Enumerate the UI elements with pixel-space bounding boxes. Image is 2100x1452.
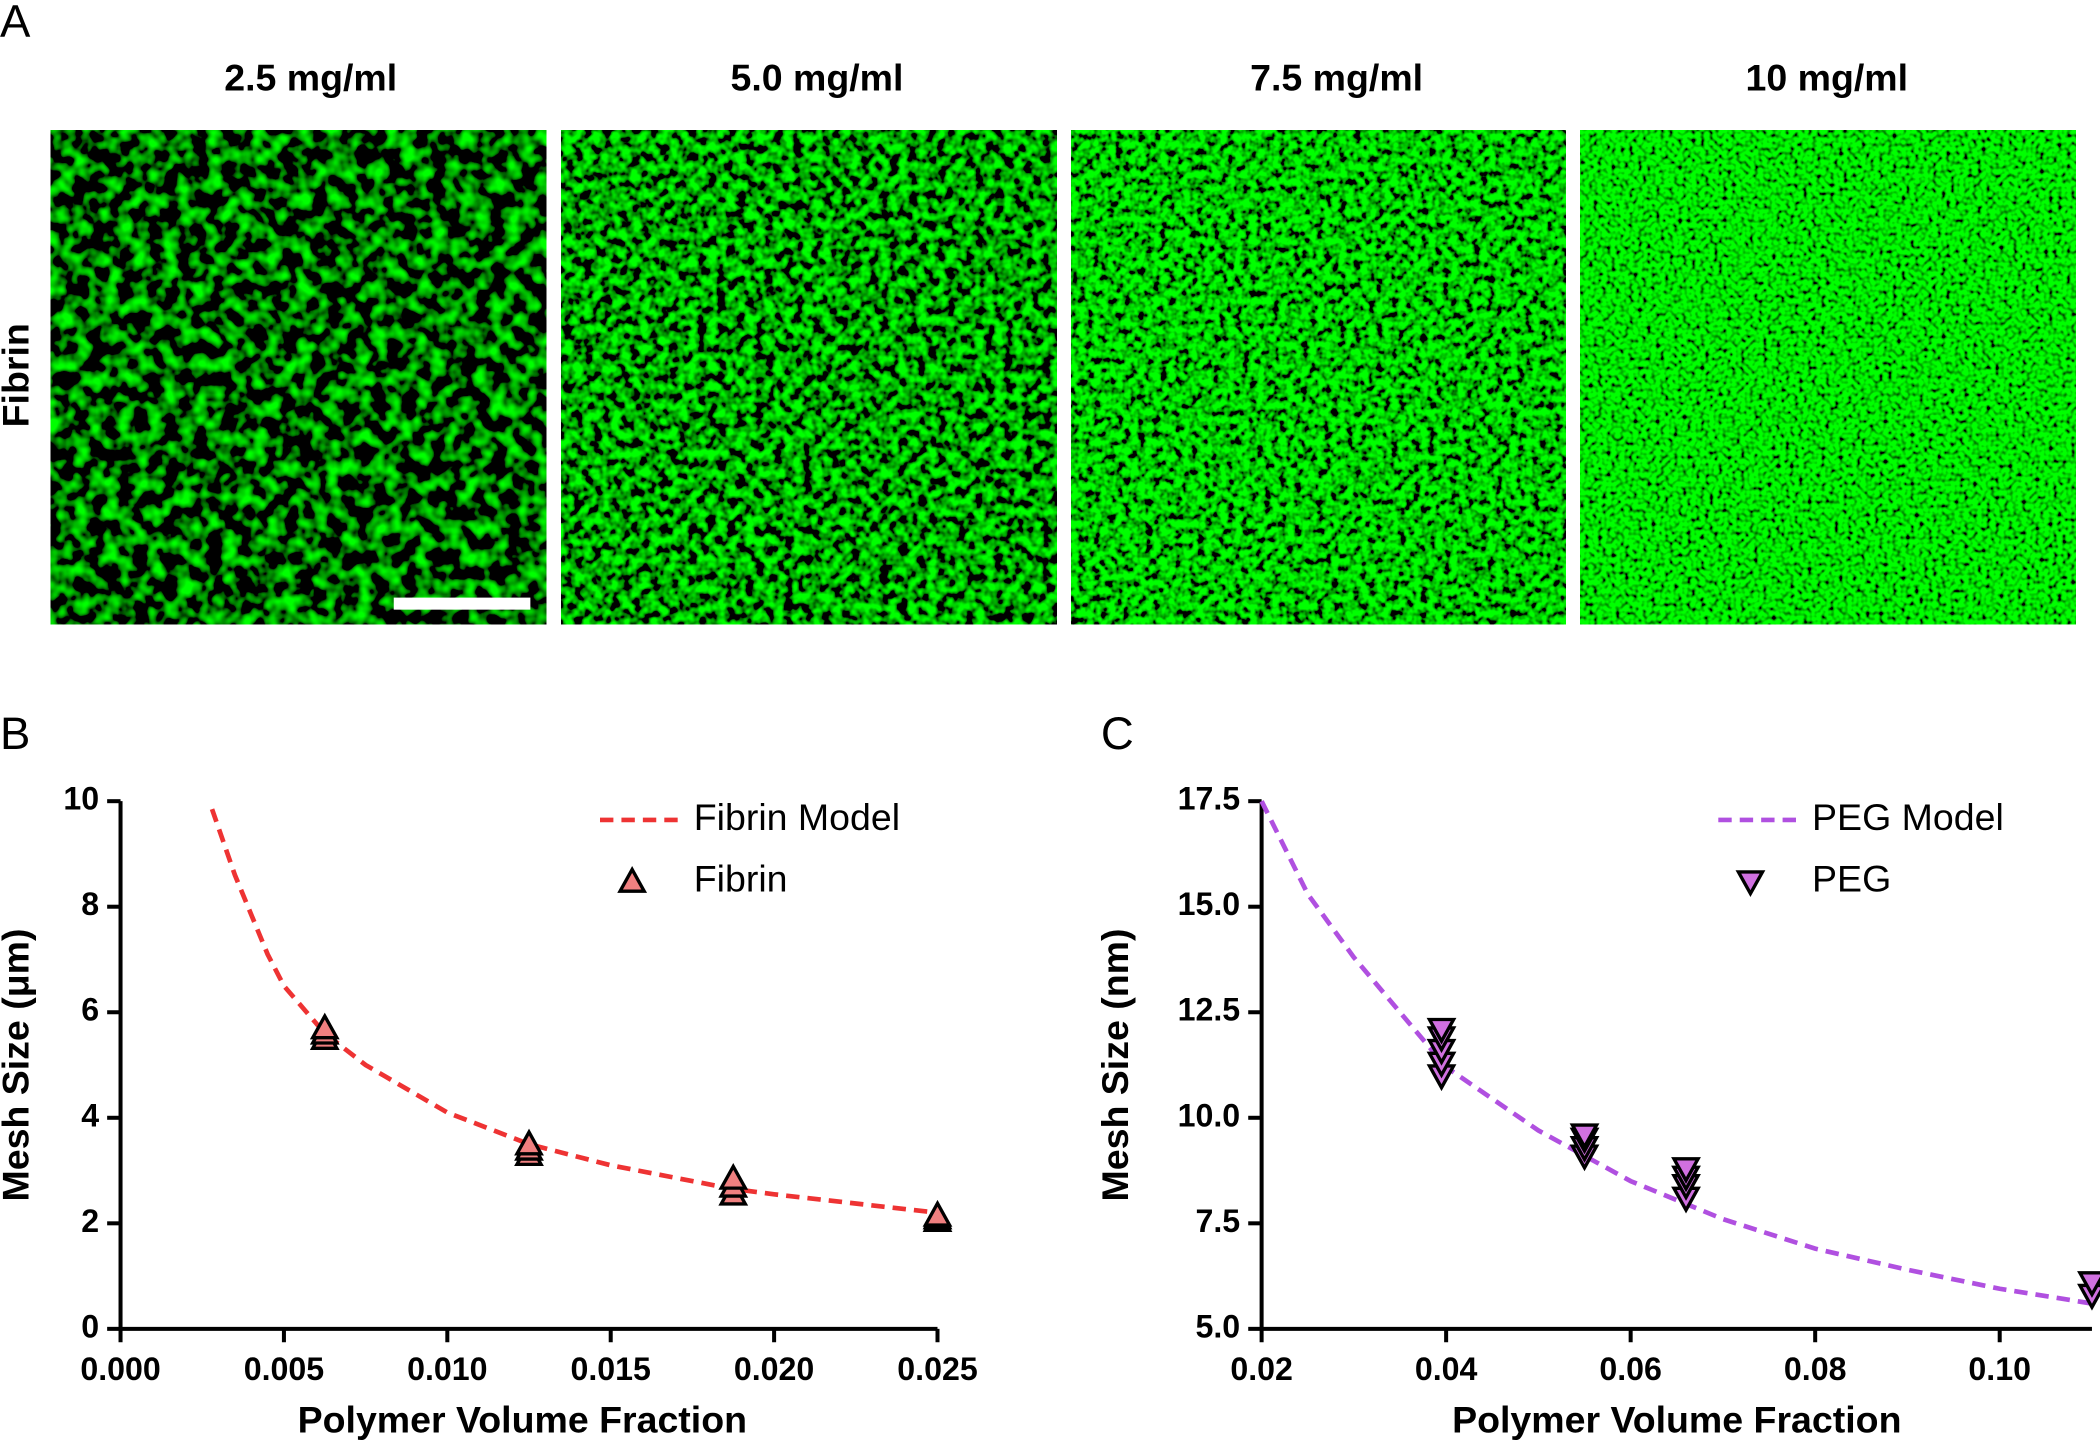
y-axis-label: Mesh Size (nm) [1094, 929, 1136, 1202]
x-tick-label: 0.08 [1784, 1351, 1847, 1387]
row-label: Fibrin [0, 323, 37, 427]
column-title: 10 mg/ml [1746, 57, 1909, 99]
column-title: 2.5 mg/ml [224, 57, 397, 99]
data-point [1569, 1123, 1600, 1151]
legend-label: PEG [1812, 857, 1891, 899]
y-tick-label: 17.5 [1178, 781, 1241, 817]
x-tick-label: 0.000 [80, 1351, 160, 1387]
data-point [922, 1199, 953, 1227]
panel-label: B [0, 708, 30, 759]
data-point [2077, 1271, 2100, 1298]
x-tick-label: 0.02 [1230, 1351, 1293, 1387]
panel-label: A [0, 0, 31, 46]
panel-label: C [1101, 708, 1134, 759]
y-tick-label: 10 [63, 781, 99, 817]
data-point [514, 1128, 544, 1156]
micrograph [561, 130, 1057, 625]
y-tick-label: 5.0 [1196, 1308, 1241, 1344]
model-line [209, 808, 938, 1216]
y-tick-label: 8 [81, 886, 99, 922]
y-tick-label: 15.0 [1178, 886, 1241, 922]
model-line [1259, 800, 2093, 1306]
legend-marker [1735, 870, 1766, 898]
scale-bar [393, 597, 531, 610]
x-tick-label: 0.005 [244, 1351, 324, 1387]
y-tick-label: 7.5 [1196, 1203, 1241, 1239]
data-point [1426, 1017, 1457, 1045]
y-tick-label: 10.0 [1178, 1097, 1241, 1133]
y-tick-label: 12.5 [1178, 992, 1241, 1028]
x-tick-label: 0.04 [1415, 1351, 1478, 1387]
micrograph [1580, 130, 2076, 625]
data-point [309, 1012, 340, 1040]
y-tick-label: 4 [81, 1097, 99, 1133]
x-axis-label: Polymer Volume Fraction [298, 1399, 747, 1441]
x-tick-label: 0.025 [897, 1351, 977, 1387]
x-axis-label: Polymer Volume Fraction [1452, 1399, 1901, 1441]
data-point [1671, 1157, 1701, 1184]
y-tick-label: 0 [81, 1308, 99, 1344]
x-tick-label: 0.020 [734, 1351, 814, 1387]
x-tick-label: 0.10 [1968, 1351, 2031, 1387]
x-tick-label: 0.010 [407, 1351, 487, 1387]
column-title: 7.5 mg/ml [1250, 57, 1423, 99]
legend-marker [617, 866, 648, 893]
column-title: 5.0 mg/ml [730, 57, 903, 99]
data-point [718, 1162, 749, 1190]
legend-label: Fibrin [694, 857, 788, 899]
y-axis-label: Mesh Size (μm) [0, 929, 37, 1202]
legend-label: Fibrin Model [694, 796, 900, 838]
micrograph [1071, 130, 1566, 625]
x-tick-label: 0.06 [1599, 1351, 1662, 1387]
y-tick-label: 6 [81, 992, 99, 1028]
micrograph [50, 130, 547, 625]
legend-label: PEG Model [1812, 796, 2004, 838]
x-tick-label: 0.015 [571, 1351, 651, 1387]
y-tick-label: 2 [81, 1203, 99, 1239]
